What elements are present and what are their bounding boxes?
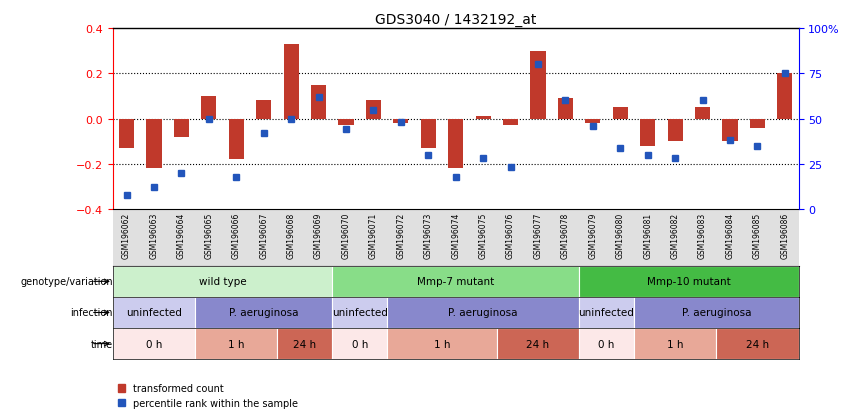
Bar: [332, 297, 387, 328]
Bar: [634, 297, 799, 328]
Text: GSM196063: GSM196063: [149, 212, 159, 259]
Text: GSM196084: GSM196084: [726, 212, 734, 259]
Text: time: time: [91, 339, 113, 349]
Bar: [332, 266, 579, 297]
Bar: [113, 328, 195, 359]
Bar: [278, 328, 332, 359]
Text: GSM196073: GSM196073: [424, 212, 433, 259]
Text: GSM196081: GSM196081: [643, 212, 652, 259]
Text: 24 h: 24 h: [526, 339, 549, 349]
Title: GDS3040 / 1432192_at: GDS3040 / 1432192_at: [375, 12, 536, 26]
Bar: [201, 97, 216, 119]
Bar: [387, 297, 579, 328]
Text: infection: infection: [70, 308, 113, 318]
Bar: [634, 328, 716, 359]
Bar: [750, 119, 765, 128]
Bar: [579, 328, 634, 359]
Text: GSM196080: GSM196080: [615, 212, 625, 259]
Text: 0 h: 0 h: [352, 339, 368, 349]
Bar: [641, 119, 655, 146]
Text: GSM196072: GSM196072: [397, 212, 405, 259]
Bar: [722, 119, 738, 142]
Text: GSM196076: GSM196076: [506, 212, 515, 259]
Text: GSM196074: GSM196074: [451, 212, 460, 259]
Text: GSM196083: GSM196083: [698, 212, 707, 259]
Bar: [613, 108, 628, 119]
Text: GSM196070: GSM196070: [341, 212, 351, 259]
Bar: [195, 297, 332, 328]
Text: GSM196075: GSM196075: [478, 212, 488, 259]
Bar: [147, 119, 161, 169]
Bar: [585, 119, 601, 124]
Bar: [387, 328, 496, 359]
Bar: [476, 117, 490, 119]
Text: uninfected: uninfected: [332, 308, 388, 318]
Bar: [339, 119, 353, 126]
Text: 1 h: 1 h: [434, 339, 450, 349]
Text: GSM196086: GSM196086: [780, 212, 789, 259]
Text: Mmp-7 mutant: Mmp-7 mutant: [418, 277, 494, 287]
Bar: [448, 119, 464, 169]
Text: GSM196068: GSM196068: [286, 212, 296, 259]
Bar: [113, 297, 195, 328]
Bar: [778, 74, 792, 119]
Bar: [558, 99, 573, 119]
Text: P. aeruginosa: P. aeruginosa: [229, 308, 299, 318]
Bar: [195, 328, 278, 359]
Text: 24 h: 24 h: [293, 339, 317, 349]
Text: GSM196067: GSM196067: [260, 212, 268, 259]
Bar: [579, 297, 634, 328]
Text: GSM196066: GSM196066: [232, 212, 240, 259]
Text: 1 h: 1 h: [667, 339, 683, 349]
Bar: [119, 119, 134, 149]
Bar: [667, 119, 682, 142]
Text: wild type: wild type: [199, 277, 247, 287]
Bar: [256, 101, 271, 119]
Text: GSM196082: GSM196082: [671, 212, 680, 259]
Legend: transformed count, percentile rank within the sample: transformed count, percentile rank withi…: [118, 383, 299, 408]
Bar: [332, 328, 387, 359]
Text: GSM196064: GSM196064: [177, 212, 186, 259]
Bar: [496, 328, 579, 359]
Text: P. aeruginosa: P. aeruginosa: [449, 308, 518, 318]
Text: 0 h: 0 h: [598, 339, 615, 349]
Text: GSM196085: GSM196085: [753, 212, 762, 259]
Bar: [393, 119, 408, 124]
Text: Mmp-10 mutant: Mmp-10 mutant: [647, 277, 731, 287]
Text: 1 h: 1 h: [228, 339, 245, 349]
Text: GSM196062: GSM196062: [122, 212, 131, 259]
Bar: [284, 45, 299, 119]
Text: uninfected: uninfected: [126, 308, 182, 318]
Bar: [530, 52, 545, 119]
Bar: [695, 108, 710, 119]
Text: P. aeruginosa: P. aeruginosa: [681, 308, 751, 318]
Bar: [229, 119, 244, 160]
Text: uninfected: uninfected: [579, 308, 635, 318]
Text: GSM196065: GSM196065: [204, 212, 214, 259]
Text: genotype/variation: genotype/variation: [20, 277, 113, 287]
Bar: [421, 119, 436, 149]
Bar: [579, 266, 799, 297]
Text: 24 h: 24 h: [746, 339, 769, 349]
Text: GSM196071: GSM196071: [369, 212, 378, 259]
Bar: [716, 328, 799, 359]
Text: GSM196077: GSM196077: [534, 212, 542, 259]
Text: 0 h: 0 h: [146, 339, 162, 349]
Text: GSM196069: GSM196069: [314, 212, 323, 259]
Bar: [311, 85, 326, 119]
Text: GSM196078: GSM196078: [561, 212, 570, 259]
Bar: [366, 101, 381, 119]
Bar: [503, 119, 518, 126]
Text: GSM196079: GSM196079: [589, 212, 597, 259]
Bar: [174, 119, 189, 138]
Bar: [113, 266, 332, 297]
